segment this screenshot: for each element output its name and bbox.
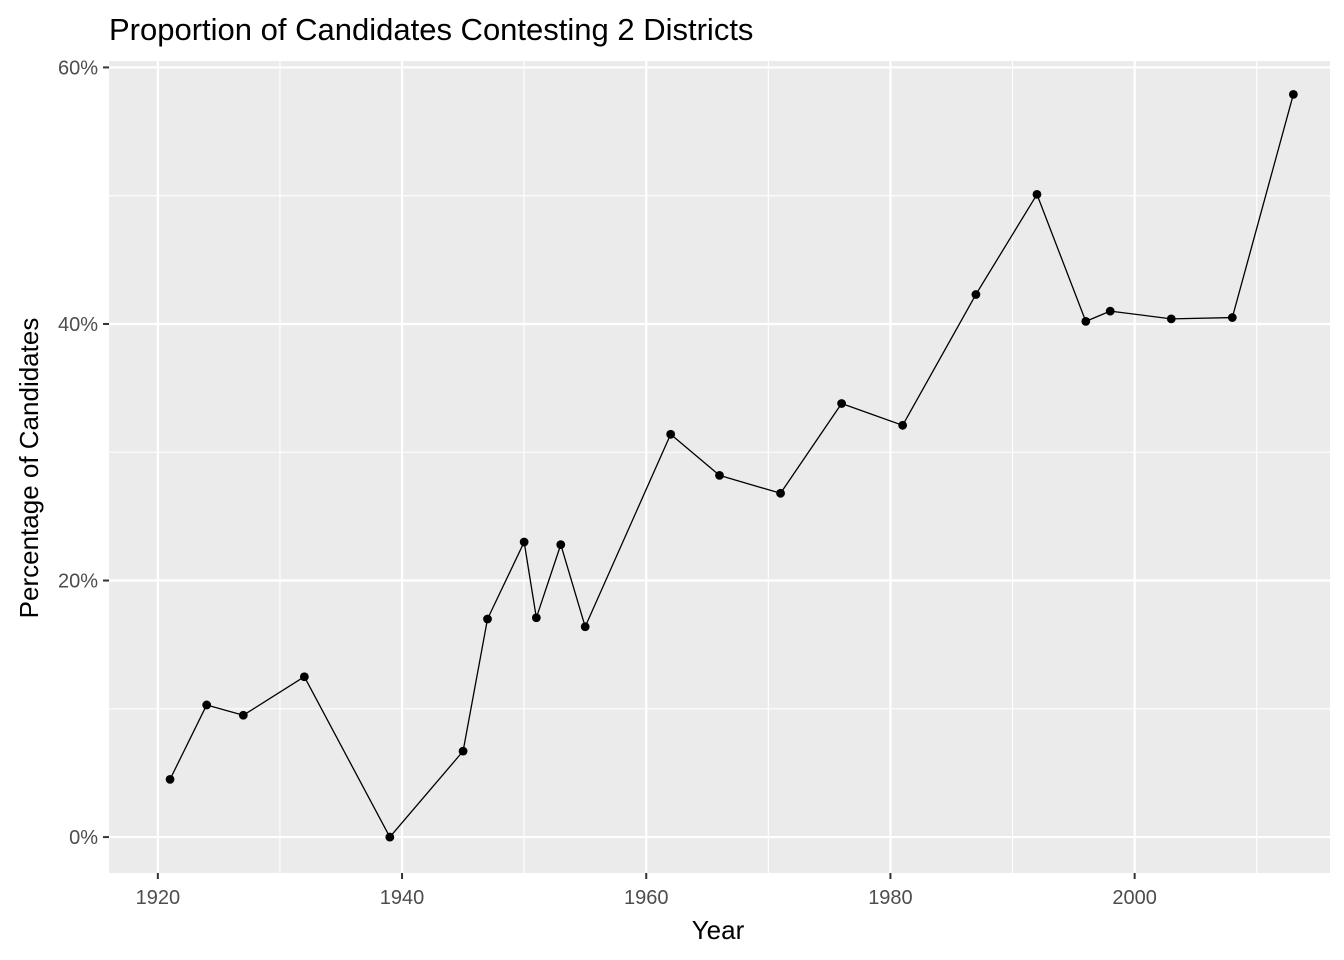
data-point bbox=[202, 700, 212, 710]
data-point bbox=[483, 614, 492, 624]
plot-panel bbox=[109, 61, 1330, 873]
minor-gridlines bbox=[109, 61, 1330, 873]
data-point bbox=[165, 774, 175, 784]
data-point bbox=[1227, 313, 1237, 322]
y-tick-label: 40% bbox=[58, 314, 98, 336]
data-point bbox=[385, 832, 395, 842]
major-gridlines bbox=[109, 61, 1330, 873]
y-axis-title: Percentage of Candidates bbox=[14, 318, 44, 619]
x-axis: 1920 1940 1960 1980 2000 bbox=[136, 873, 1157, 909]
series-layer bbox=[165, 89, 1298, 842]
data-point bbox=[1166, 314, 1176, 324]
data-point bbox=[531, 613, 541, 623]
data-point bbox=[580, 622, 590, 632]
y-axis: 0% 20% 40% 60% bbox=[58, 57, 109, 849]
data-point bbox=[666, 429, 676, 439]
data-point bbox=[1105, 306, 1115, 316]
x-tick-label: 1920 bbox=[136, 887, 181, 909]
data-point bbox=[458, 746, 468, 756]
data-point bbox=[1288, 89, 1298, 99]
data-point bbox=[971, 290, 981, 299]
y-tick-label: 0% bbox=[69, 827, 98, 849]
x-tick-label: 2000 bbox=[1112, 887, 1157, 909]
data-point bbox=[715, 470, 724, 480]
x-tick-label: 1980 bbox=[868, 887, 913, 909]
chart-title: Proportion of Candidates Contesting 2 Di… bbox=[109, 12, 753, 47]
data-point bbox=[837, 399, 846, 408]
data-point bbox=[898, 420, 908, 430]
x-tick-label: 1940 bbox=[380, 887, 425, 909]
data-point bbox=[519, 537, 529, 547]
x-axis-title: Year bbox=[692, 915, 745, 945]
data-point bbox=[776, 488, 785, 498]
x-tick-label: 1960 bbox=[624, 887, 669, 909]
data-point bbox=[299, 672, 309, 682]
data-point bbox=[238, 710, 248, 720]
data-point bbox=[556, 540, 566, 550]
y-tick-label: 60% bbox=[58, 57, 98, 79]
y-tick-label: 20% bbox=[58, 571, 98, 593]
data-point bbox=[1032, 190, 1042, 199]
data-point bbox=[1081, 317, 1091, 326]
